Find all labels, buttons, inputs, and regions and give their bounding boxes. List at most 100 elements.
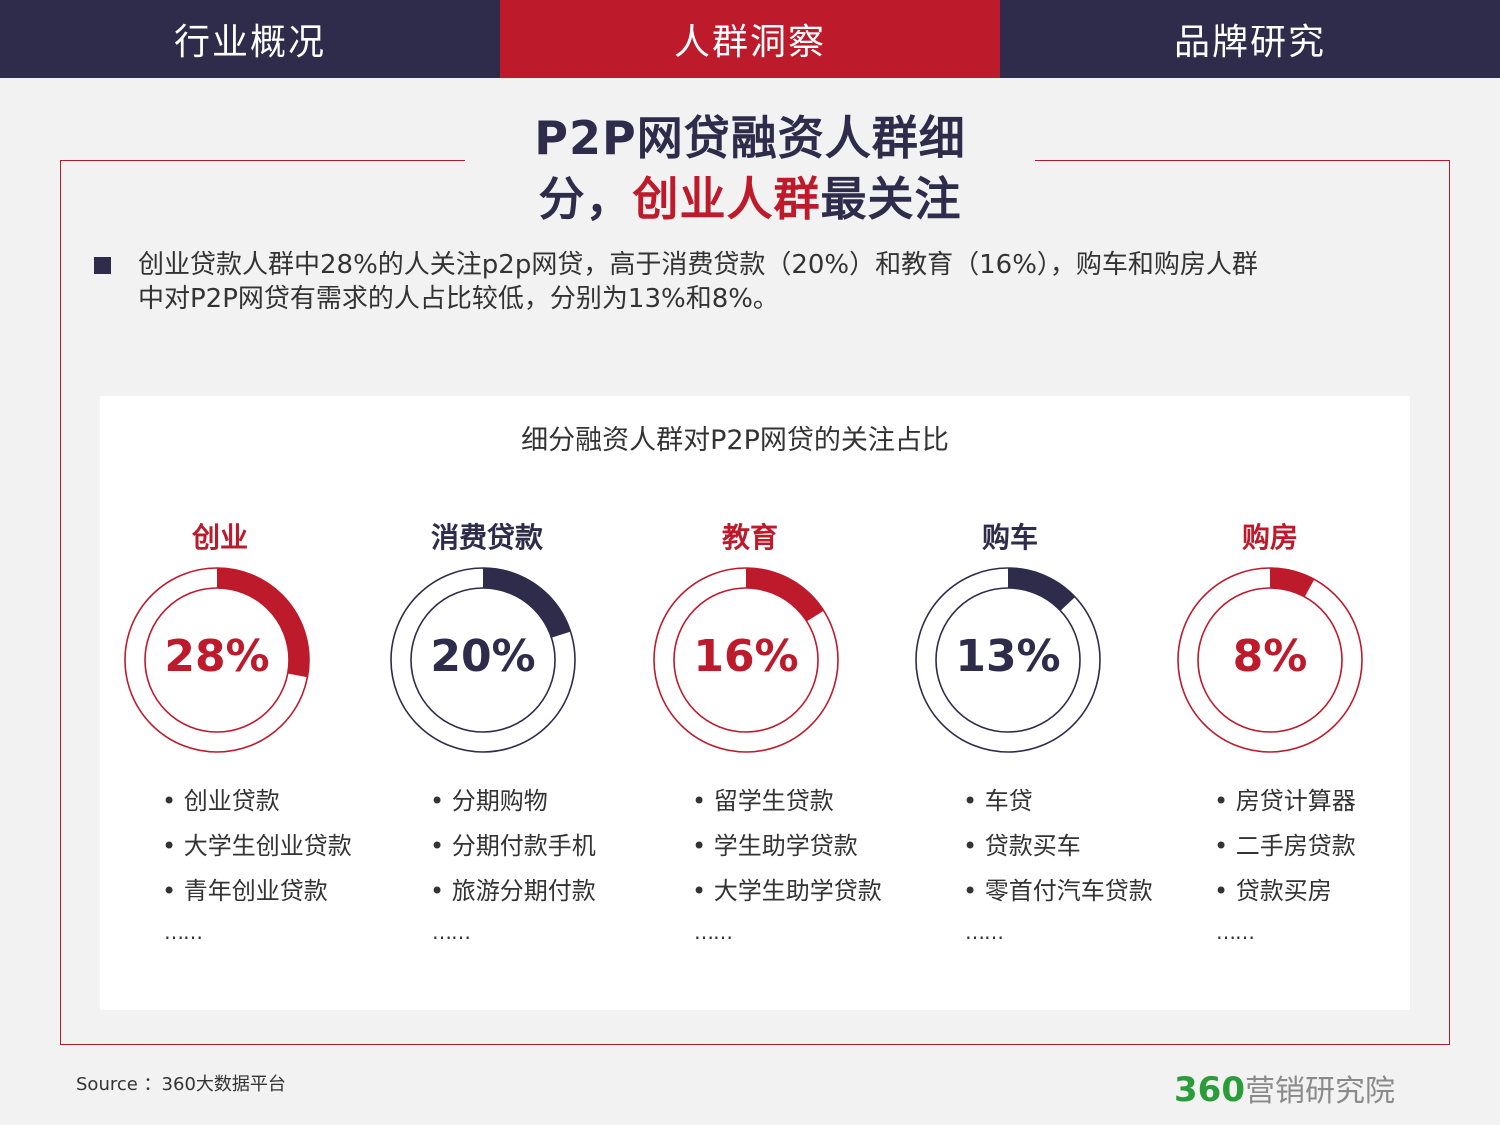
chart-panel (100, 396, 1410, 1010)
keyword-list: • 分期购物 • 分期付款手机 • 旅游分期付款…… (430, 782, 596, 962)
page-title: P2P网贷融资人群细 分，创业人群最关注 (465, 108, 1035, 230)
title-highlight: 创业人群 (632, 172, 821, 226)
bullet-dot-icon: • (692, 877, 714, 905)
percentage-label: 20% (430, 631, 536, 682)
keyword-text: 青年创业贷款 (183, 877, 328, 905)
keyword-list: • 留学生贷款 • 学生助学贷款 • 大学生助学贷款…… (692, 782, 882, 962)
keyword-text: 贷款买车 (984, 832, 1081, 860)
segment-label: 教育 (721, 521, 778, 554)
keyword-ellipsis: …… (164, 920, 203, 944)
keyword-ellipsis: …… (694, 920, 733, 944)
keyword-item: • 贷款买车 (963, 827, 1153, 872)
keyword-text: 大学生助学贷款 (713, 877, 882, 905)
brand-logo: 360营销研究院 (1174, 1066, 1395, 1110)
keyword-item: • 零首付汽车贷款 (963, 872, 1153, 917)
percentage-label: 13% (955, 631, 1061, 682)
keyword-ellipsis: …… (432, 920, 471, 944)
keyword-ellipsis: …… (965, 920, 1004, 944)
bullet-dot-icon: • (963, 832, 985, 860)
donut-ring (653, 567, 839, 753)
bullet-dot-icon: • (162, 877, 184, 905)
keyword-text: 学生助学贷款 (713, 832, 858, 860)
summary-text: 创业贷款人群中28%的人关注p2p网贷，高于消费贷款（20%）和教育（16%），… (138, 248, 1413, 316)
keyword-item: • 留学生贷款 (692, 782, 882, 827)
ring-inner-outline (935, 587, 1081, 733)
keyword-text: 分期付款手机 (451, 832, 596, 860)
keyword-item: • 分期付款手机 (430, 827, 596, 872)
keyword-item: • 大学生助学贷款 (692, 872, 882, 917)
keyword-ellipsis: …… (1216, 920, 1255, 944)
keyword-item: • 房贷计算器 (1214, 782, 1356, 827)
keyword-text: 房贷计算器 (1235, 787, 1356, 815)
keyword-text: 车贷 (984, 787, 1033, 815)
bullet-dot-icon: • (430, 832, 452, 860)
title-line-1: P2P网贷融资人群细 (534, 111, 966, 165)
keyword-item: • 大学生创业贷款 (162, 827, 352, 872)
donut-ring (915, 567, 1101, 753)
top-navigation: 行业概况 人群洞察 品牌研究 (0, 0, 1500, 78)
brand-text: 营销研究院 (1244, 1074, 1395, 1109)
keyword-text: 贷款买房 (1235, 877, 1332, 905)
summary-line-2: 中对P2P网贷有需求的人占比较低，分别为13%和8%。 (138, 284, 779, 314)
bullet-dot-icon: • (963, 787, 985, 815)
chart-title: 细分融资人群对P2P网贷的关注占比 (521, 425, 949, 456)
keyword-text: 创业贷款 (183, 787, 280, 815)
bullet-dot-icon: • (430, 877, 452, 905)
segment-label: 购车 (981, 521, 1038, 554)
tab-industry-overview[interactable]: 行业概况 (0, 0, 500, 78)
keyword-list: • 创业贷款 • 大学生创业贷款 • 青年创业贷款…… (162, 782, 352, 962)
brand-number: 360 (1174, 1070, 1245, 1110)
keyword-item: • 创业贷款 (162, 782, 352, 827)
keyword-text: 大学生创业贷款 (183, 832, 352, 860)
segment-label: 消费贷款 (430, 521, 543, 554)
percentage-label: 8% (1232, 631, 1308, 682)
keyword-list: • 房贷计算器 • 二手房贷款 • 贷款买房…… (1214, 782, 1356, 962)
value-arc (482, 568, 571, 639)
donut-ring (390, 567, 576, 753)
bullet-dot-icon: • (1214, 877, 1236, 905)
title-background (465, 150, 1035, 180)
keyword-item: • 二手房贷款 (1214, 827, 1356, 872)
title-line-2: 分，创业人群最关注 (465, 169, 1035, 230)
bullet-dot-icon: • (430, 787, 452, 815)
source-note: Source ：360大数据平台 (76, 1074, 286, 1095)
ring-inner-outline (410, 587, 556, 733)
keyword-text: 零首付汽车贷款 (984, 877, 1153, 905)
keyword-item: • 青年创业贷款 (162, 872, 352, 917)
keyword-item: • 分期购物 (430, 782, 596, 827)
ring-inner-outline (144, 587, 290, 733)
segment-label: 创业 (191, 521, 248, 554)
bullet-dot-icon: • (1214, 832, 1236, 860)
percentage-label: 28% (164, 631, 270, 682)
bullet-dot-icon: • (963, 877, 985, 905)
bullet-dot-icon: • (692, 787, 714, 815)
keyword-text: 分期购物 (451, 787, 548, 815)
keyword-item: • 旅游分期付款 (430, 872, 596, 917)
title-post: 最关注 (820, 172, 962, 226)
keyword-item: • 学生助学贷款 (692, 827, 882, 872)
donut-ring (124, 567, 310, 753)
value-arc (745, 568, 824, 622)
ring-inner-outline (1197, 587, 1343, 733)
summary-line-1: 创业贷款人群中28%的人关注p2p网贷，高于消费贷款（20%）和教育（16%），… (138, 250, 1258, 280)
tab-brand-research[interactable]: 品牌研究 (1000, 0, 1500, 78)
segment-label: 购房 (1241, 521, 1298, 554)
value-arc (1269, 568, 1315, 598)
bullet-dot-icon: • (162, 832, 184, 860)
tab-audience-insight[interactable]: 人群洞察 (500, 0, 1000, 78)
bullet-dot-icon: • (692, 832, 714, 860)
value-arc (216, 568, 309, 678)
keyword-text: 留学生贷款 (713, 787, 834, 815)
ring-outer-outline (653, 567, 839, 753)
bullet-dot-icon: • (1214, 787, 1236, 815)
value-arc (1007, 568, 1076, 611)
bullet-dot-icon: • (162, 787, 184, 815)
donut-ring (1177, 567, 1363, 753)
keyword-text: 二手房贷款 (1235, 832, 1356, 860)
title-pre: 分， (538, 172, 633, 226)
percentage-label: 16% (693, 631, 799, 682)
keyword-item: • 贷款买房 (1214, 872, 1356, 917)
keyword-text: 旅游分期付款 (451, 877, 596, 905)
bullet-square-icon (94, 257, 111, 274)
keyword-item: • 车贷 (963, 782, 1153, 827)
